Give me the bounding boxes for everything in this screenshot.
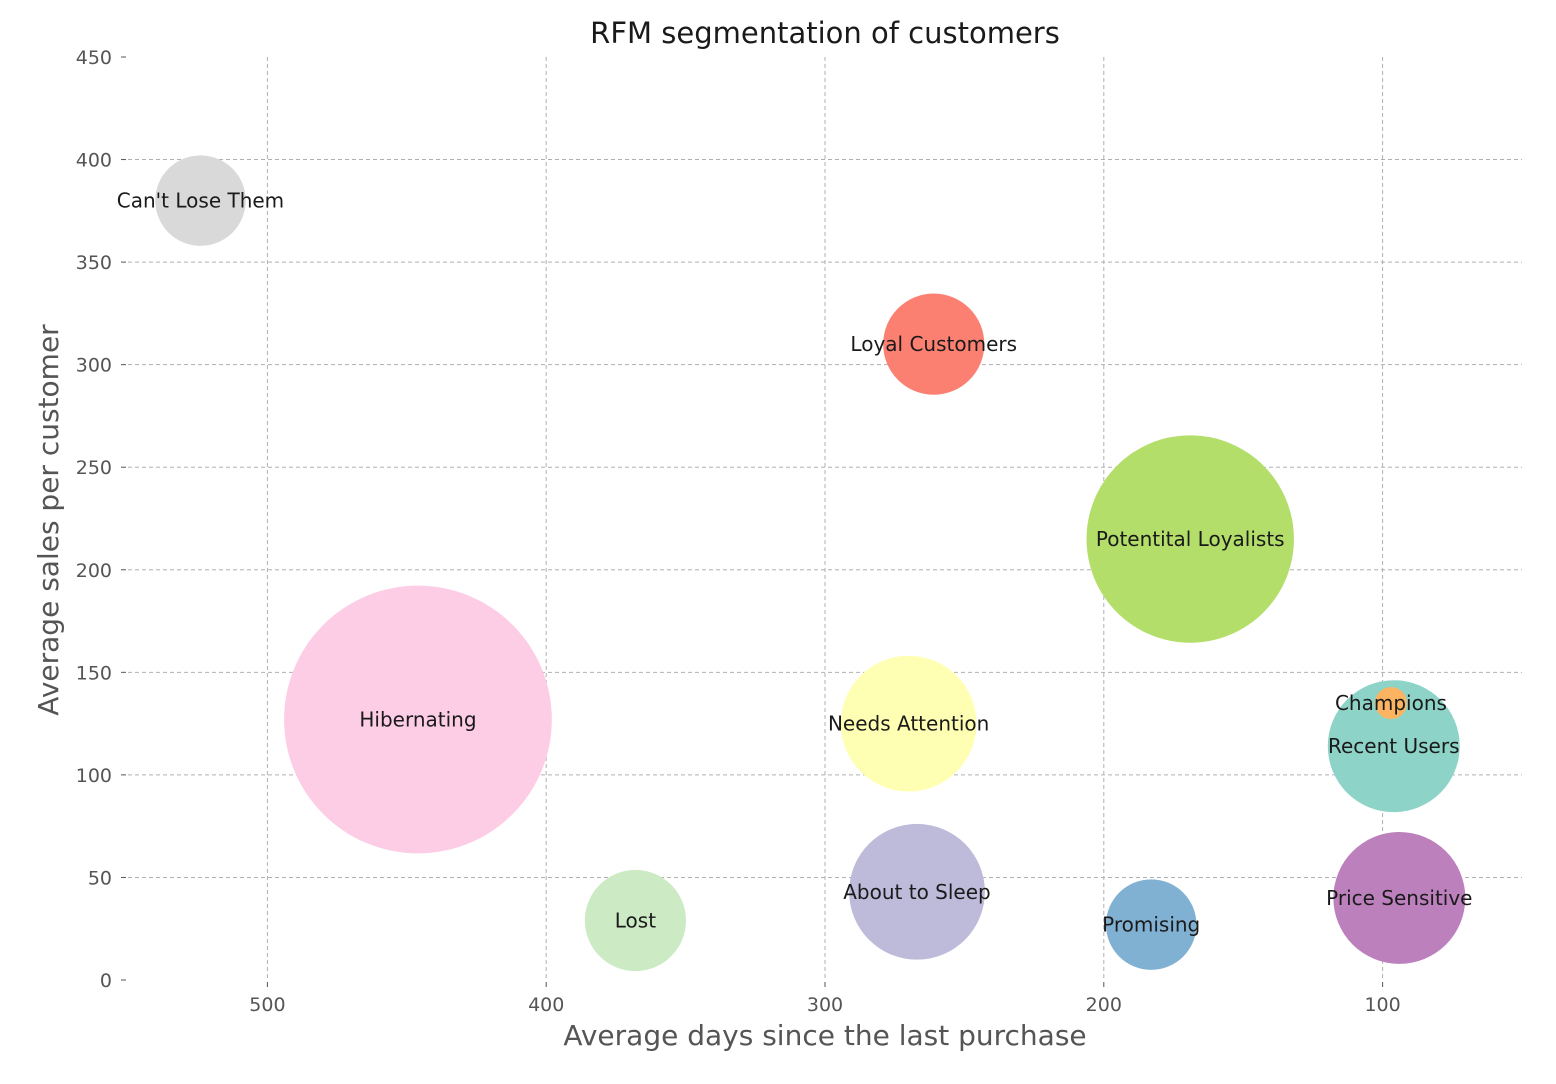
bubble-label-loyal-customers: Loyal Customers [850,332,1017,356]
bubble-label-needs-attention: Needs Attention [828,712,989,736]
bubble-label-hibernating: Hibernating [359,708,476,732]
x-axis: 500 400 300 200 100 [249,982,1401,1016]
bubble-can-t-lose-them [155,155,246,246]
y-axis: 0 50 100 150 200 250 300 350 400 450 [76,47,126,992]
bubble-recent-users [1327,680,1460,813]
x-tick-label-400: 400 [528,994,564,1016]
x-tick-label-200: 200 [1086,994,1122,1016]
grid [128,57,1522,980]
bubble-label-potentital-loyalists: Potentital Loyalists [1096,527,1285,551]
bubble-label-price-sensitive: Price Sensitive [1326,886,1472,910]
y-tick-label-400: 400 [76,150,112,172]
y-tick-label-50: 50 [88,867,112,889]
bubble-loyal-customers [883,293,985,395]
bubble-lost [584,869,687,972]
bubble-label-can-t-lose-them: Can't Lose Them [117,189,284,213]
bubble-needs-attention [840,655,977,792]
bubble-label-promising: Promising [1102,913,1200,937]
bubbles [155,155,1466,972]
y-axis-label: Average sales per customer [32,324,65,716]
y-tick-label-300: 300 [76,355,112,377]
y-tick-label-250: 250 [76,457,112,479]
bubble-label-lost: Lost [615,909,656,933]
bubble-champions [1374,687,1407,720]
bubble-label-recent-users: Recent Users [1328,734,1459,758]
x-axis-label: Average days since the last purchase [563,1019,1086,1052]
bubble-potentital-loyalists [1086,435,1294,643]
bubble-hibernating [284,585,552,854]
bubble-promising [1105,879,1197,970]
bubble-labels: Can't Lose Them Loyal Customers Potentital… [117,189,1473,937]
y-tick-label-200: 200 [76,560,112,582]
x-tick-label-100: 100 [1364,994,1400,1016]
y-tick-label-150: 150 [76,662,112,684]
chart-title: RFM segmentation of customers [590,16,1060,50]
bubble-label-champions: Champions [1335,691,1447,715]
x-tick-label-500: 500 [249,994,285,1016]
bubble-price-sensitive [1333,831,1466,964]
y-tick-label-450: 450 [76,47,112,69]
bubble-about-to-sleep [849,823,985,960]
y-tick-label-100: 100 [76,765,112,787]
y-tick-label-350: 350 [76,252,112,274]
bubble-label-about-to-sleep: About to Sleep [843,880,990,904]
x-tick-label-300: 300 [807,994,843,1016]
y-tick-label-0: 0 [100,970,112,992]
